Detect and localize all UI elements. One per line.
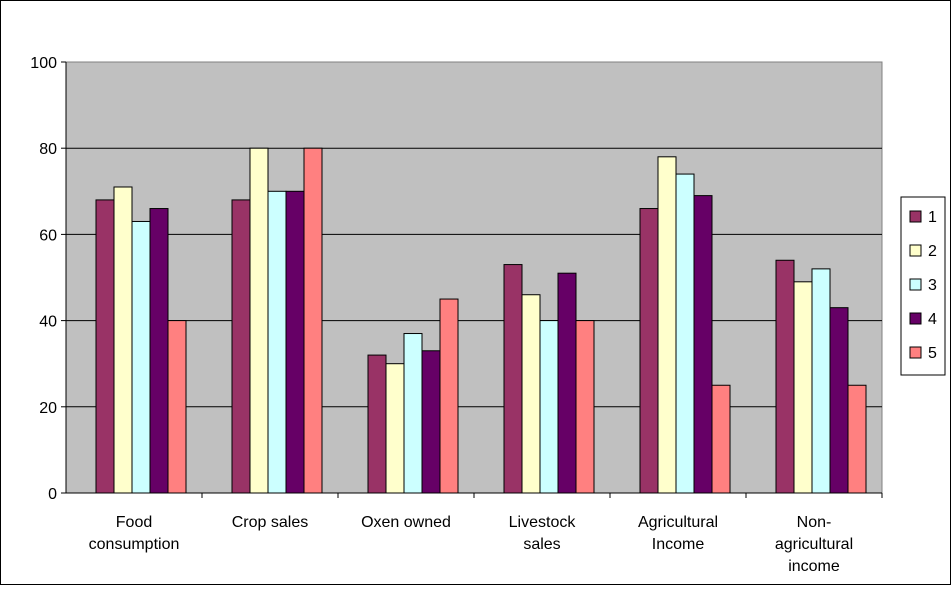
legend-swatch-4 (909, 312, 922, 325)
legend-label-2: 2 (928, 243, 937, 260)
x-tick-label-line: Agricultural (638, 514, 718, 531)
legend-label-5: 5 (928, 345, 937, 362)
y-tick-label: 80 (39, 141, 57, 158)
x-tick-label-line: Livestock (509, 514, 577, 531)
y-tick-label: 0 (48, 486, 57, 503)
bars (95, 147, 867, 494)
legend-swatch-2 (909, 244, 922, 257)
x-tick-label: Livestock sales (509, 514, 577, 553)
bar-6-series-4 (829, 307, 849, 494)
bar-5-series-5 (711, 384, 731, 494)
bar-3-series-3 (403, 333, 423, 494)
bar-4-series-5 (575, 320, 595, 494)
y-tick-label: 60 (39, 227, 57, 244)
bar-6-series-1 (775, 259, 795, 494)
legend-label-1: 1 (928, 209, 937, 226)
bar-4-series-1 (503, 264, 523, 494)
bar-1-series-3 (131, 220, 151, 494)
x-tick-label-line: Crop sales (232, 514, 308, 531)
bar-3-series-4 (421, 350, 441, 494)
x-tick-label-line: income (788, 558, 840, 575)
bar-2-series-5 (303, 147, 323, 494)
legend-box (900, 196, 946, 376)
x-tick-label-line: consumption (89, 536, 180, 553)
y-tick-label: 20 (39, 400, 57, 417)
bar-5-series-4 (693, 195, 713, 494)
axes: 0 20 40 60 80 100 Food consumption Crop sales Oxe… (30, 55, 883, 575)
legend-label-3: 3 (928, 277, 937, 294)
bar-1-series-4 (149, 208, 169, 494)
x-tick-label-line: sales (523, 536, 560, 553)
legend-swatch-1 (909, 210, 922, 223)
bar-2-series-1 (231, 199, 251, 494)
x-tick-label-line: agricultural (775, 536, 853, 553)
legend-swatch-5 (909, 346, 922, 359)
legend-label-4: 4 (928, 311, 937, 328)
bar-2-series-3 (267, 190, 287, 494)
x-tick-label-line: Income (652, 536, 705, 553)
x-tick-label-line: Food (116, 514, 152, 531)
legend-swatch-3 (909, 278, 922, 291)
bar-5-series-2 (657, 156, 677, 494)
bar-6-series-3 (811, 268, 831, 494)
bar-6-series-2 (793, 281, 813, 494)
bar-1-series-5 (167, 320, 187, 494)
x-tick-label: Non-agricultural income (775, 514, 853, 575)
bar-4-series-3 (539, 320, 559, 494)
bar-3-series-2 (385, 363, 405, 494)
bar-1-series-1 (95, 199, 115, 494)
bar-2-series-2 (249, 147, 269, 494)
bar-1-series-2 (113, 186, 133, 494)
bar-5-series-3 (675, 173, 695, 494)
x-tick-label: Crop sales (232, 514, 308, 531)
bar-3-series-1 (367, 354, 387, 494)
legend: 1 2 3 4 5 (900, 196, 946, 376)
y-tick-label: 40 (39, 314, 57, 331)
plot-area (65, 61, 883, 494)
bar-2-series-4 (285, 190, 305, 494)
bar-3-series-5 (439, 298, 459, 494)
bar-5-series-1 (639, 208, 659, 494)
x-tick-label: Oxen owned (361, 514, 451, 531)
bar-4-series-2 (521, 294, 541, 494)
y-tick-label: 100 (30, 55, 57, 72)
gridlines (66, 147, 882, 408)
x-tick-label: Food consumption (89, 514, 180, 553)
bar-4-series-4 (557, 272, 577, 494)
bar-6-series-5 (847, 384, 867, 494)
x-tick-label-line: Non- (797, 514, 832, 531)
x-tick-label: Agricultural Income (638, 514, 718, 553)
x-tick-label-line: Oxen owned (361, 514, 451, 531)
